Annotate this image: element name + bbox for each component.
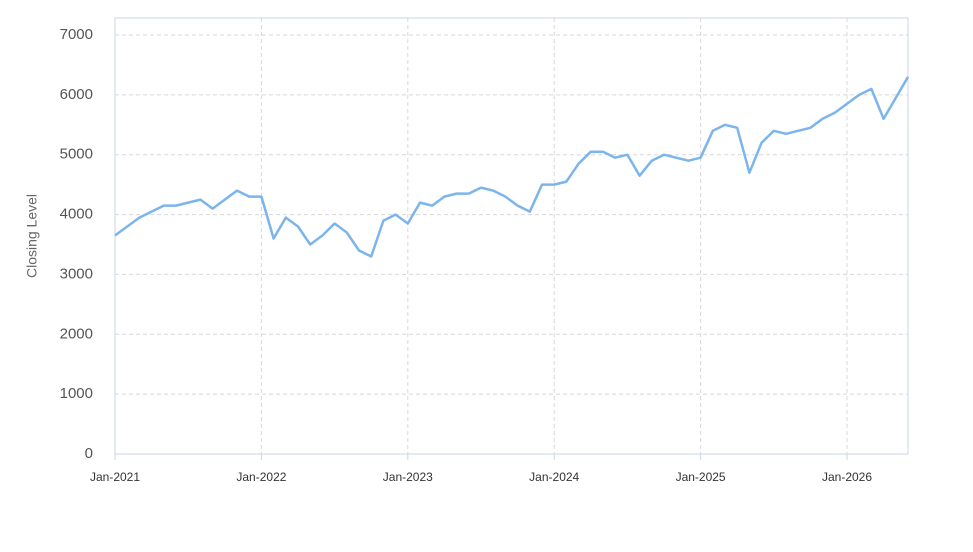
y-tick-label: 5000 [60,146,93,163]
y-tick-label: 0 [85,445,93,462]
y-tick-label: 2000 [60,325,93,342]
x-tick-label: Jan-2021 [90,470,140,484]
y-tick-label: 3000 [60,265,93,282]
y-tick-label: 4000 [60,206,93,223]
data-line [114,76,910,258]
x-tick-label: Jan-2025 [676,470,726,484]
y-tick-label: 6000 [60,86,93,103]
plot-frame [114,17,909,455]
x-tick-label: Jan-2024 [529,470,579,484]
x-tick-label: Jan-2026 [822,470,872,484]
y-axis-label: Closing Level [24,194,40,278]
y-tick-label: 7000 [60,26,93,43]
y-tick-label: 1000 [60,385,93,402]
x-tick-label: Jan-2023 [383,470,433,484]
x-tick-label: Jan-2022 [236,470,286,484]
